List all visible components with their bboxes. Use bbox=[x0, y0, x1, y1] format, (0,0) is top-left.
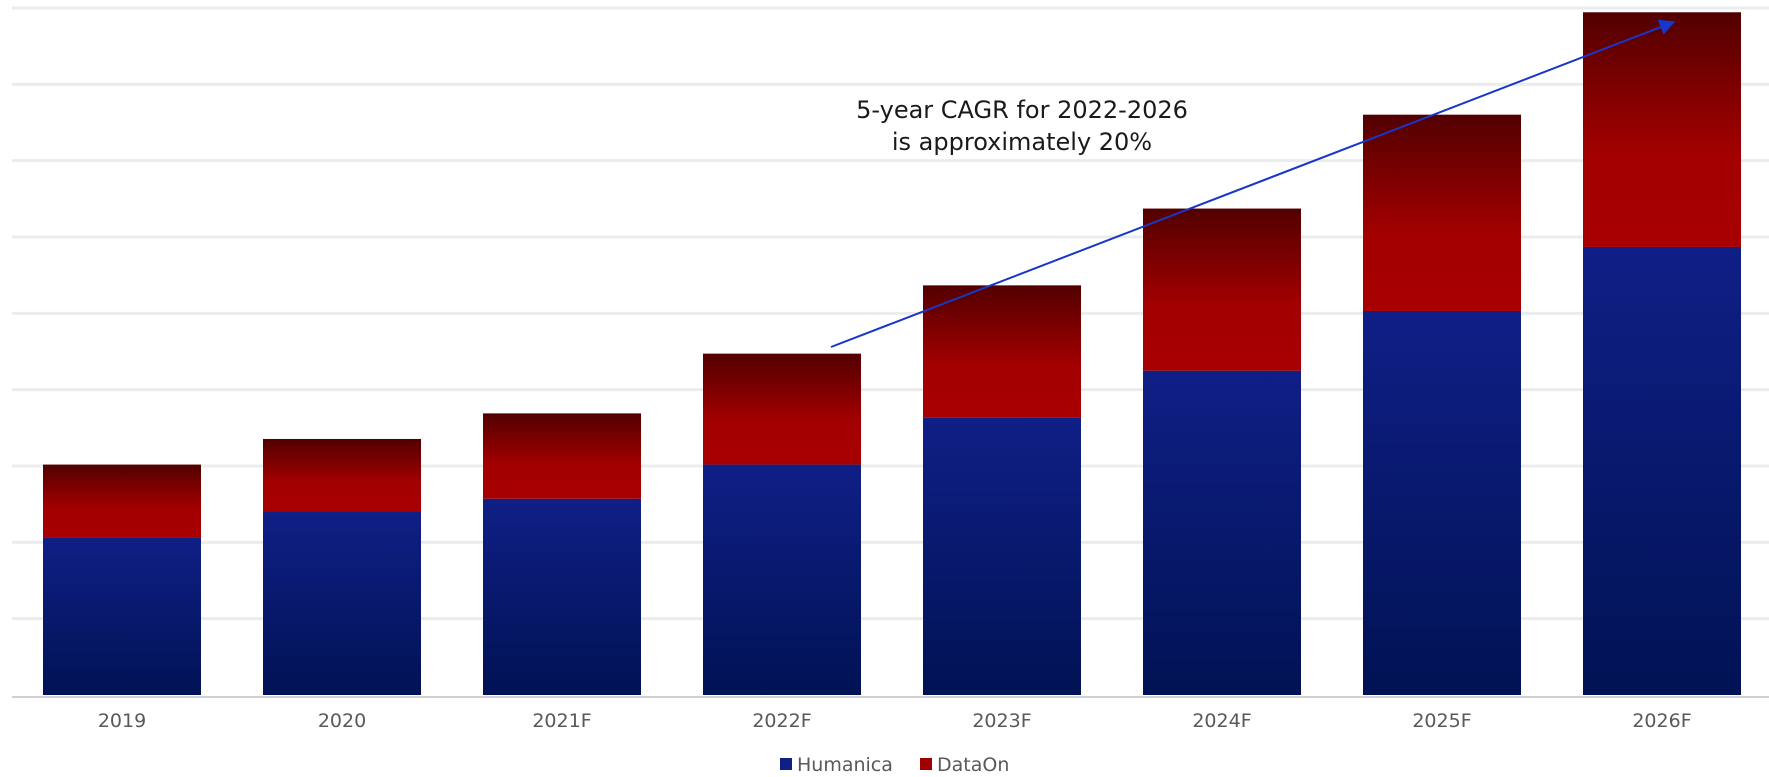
bar-dataon-2026f bbox=[1583, 12, 1741, 247]
bar-humanica-2020 bbox=[263, 511, 421, 695]
x-tick-label: 2025F bbox=[1412, 710, 1471, 732]
bar-humanica-2023f bbox=[923, 417, 1081, 695]
x-tick-label: 2023F bbox=[972, 710, 1031, 732]
cagr-annotation-line-1: 5-year CAGR for 2022-2026 bbox=[856, 96, 1188, 124]
bar-humanica-2021f bbox=[483, 498, 641, 695]
cagr-arrow bbox=[830, 19, 1676, 348]
x-tick-label: 2026F bbox=[1632, 710, 1691, 732]
bar-dataon-2021f bbox=[483, 413, 641, 499]
bar-humanica-2025f bbox=[1363, 310, 1521, 695]
legend-label-humanica: Humanica bbox=[797, 754, 893, 776]
bar-dataon-2019 bbox=[43, 464, 201, 538]
bar-dataon-2025f bbox=[1363, 114, 1521, 311]
bar-humanica-2024f bbox=[1143, 370, 1301, 695]
bar-dataon-2020 bbox=[263, 438, 421, 512]
x-tick-label: 2022F bbox=[752, 710, 811, 732]
cagr-annotation-line-2: is approximately 20% bbox=[892, 128, 1152, 156]
bar-dataon-2022f bbox=[703, 353, 861, 465]
bar-humanica-2022f bbox=[703, 464, 861, 695]
legend: Humanica DataOn bbox=[780, 754, 1009, 776]
legend-swatch-dataon bbox=[920, 758, 932, 770]
bar-dataon-2024f bbox=[1143, 208, 1301, 371]
x-tick-label: 2021F bbox=[532, 710, 591, 732]
bar-humanica-2026f bbox=[1583, 246, 1741, 695]
x-tick-labels: 2019 2020 2021F 2022F 2023F 2024F 2025F 2026F bbox=[98, 710, 1692, 732]
legend-label-dataon: DataOn bbox=[937, 754, 1009, 776]
x-tick-label: 2020 bbox=[318, 710, 366, 732]
bar-dataon-2023f bbox=[923, 285, 1081, 418]
x-tick-label: 2024F bbox=[1192, 710, 1251, 732]
legend-swatch-humanica bbox=[780, 758, 792, 770]
bar-humanica-2019 bbox=[43, 537, 201, 695]
x-tick-label: 2019 bbox=[98, 710, 146, 732]
bars bbox=[43, 12, 1741, 695]
